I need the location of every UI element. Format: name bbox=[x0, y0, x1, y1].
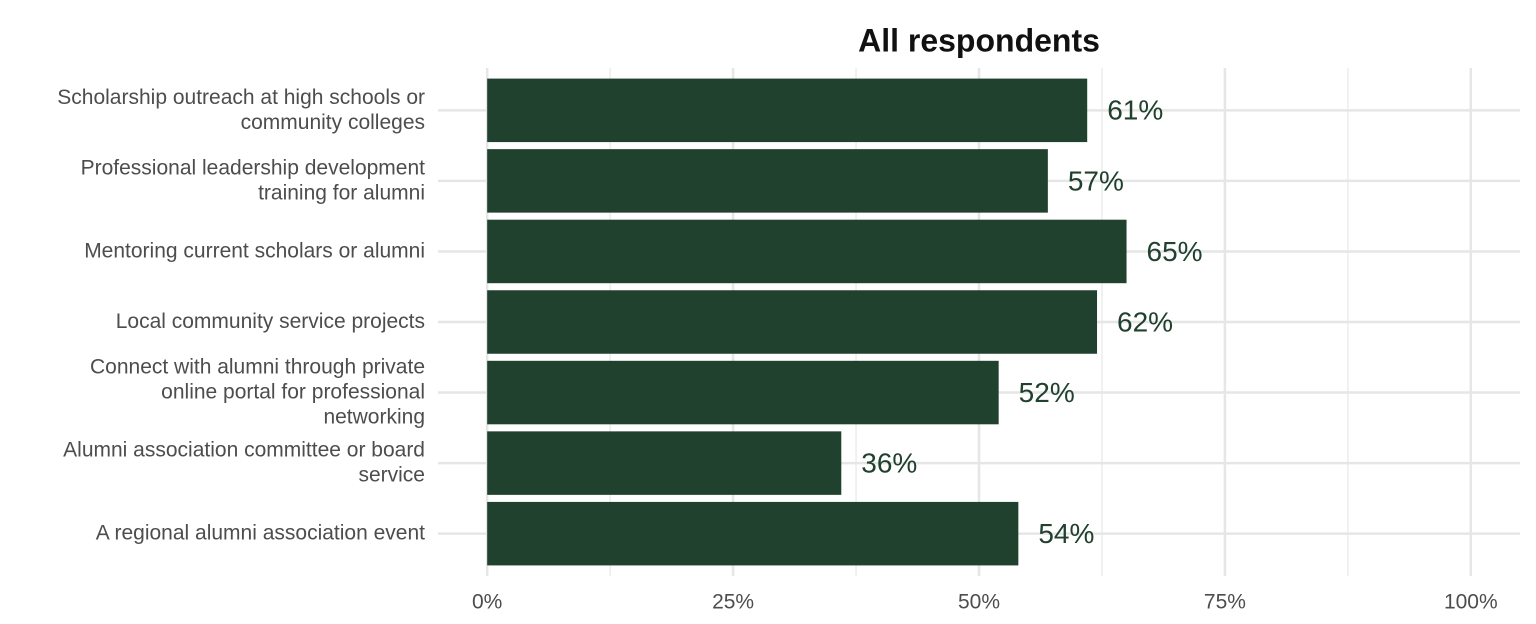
x-tick-label: 75% bbox=[1204, 591, 1246, 614]
chart-title: All respondents bbox=[858, 22, 1100, 58]
value-label: 54% bbox=[1038, 518, 1094, 549]
y-tick-label: Alumni association committee or board ser… bbox=[63, 438, 425, 486]
x-tick-label: 25% bbox=[712, 591, 754, 614]
bar bbox=[487, 431, 842, 495]
value-label: 57% bbox=[1068, 165, 1124, 196]
bar bbox=[487, 219, 1127, 284]
y-tick-label: Local community service projects bbox=[116, 310, 425, 333]
value-label: 61% bbox=[1107, 95, 1163, 126]
y-tick-label: Mentoring current scholars or alumni bbox=[84, 239, 425, 262]
bar bbox=[487, 78, 1088, 143]
value-label: 52% bbox=[1019, 377, 1075, 408]
bar bbox=[487, 290, 1098, 354]
y-tick-label: Scholarship outreach at high schools or c… bbox=[57, 85, 425, 133]
x-tick-label: 100% bbox=[1444, 591, 1498, 614]
y-tick-label: Professional leadership development train… bbox=[81, 156, 426, 204]
value-label: 36% bbox=[861, 448, 917, 479]
bar bbox=[487, 501, 1019, 566]
value-label: 65% bbox=[1147, 236, 1203, 267]
bar bbox=[487, 360, 999, 425]
x-tick-label: 50% bbox=[958, 591, 1000, 614]
bar bbox=[487, 149, 1048, 213]
value-label: 62% bbox=[1117, 306, 1173, 337]
x-tick-label: 0% bbox=[472, 591, 502, 614]
y-tick-label: Connect with alumni through private onlin… bbox=[90, 355, 425, 428]
y-tick-label: A regional alumni association event bbox=[96, 521, 425, 544]
